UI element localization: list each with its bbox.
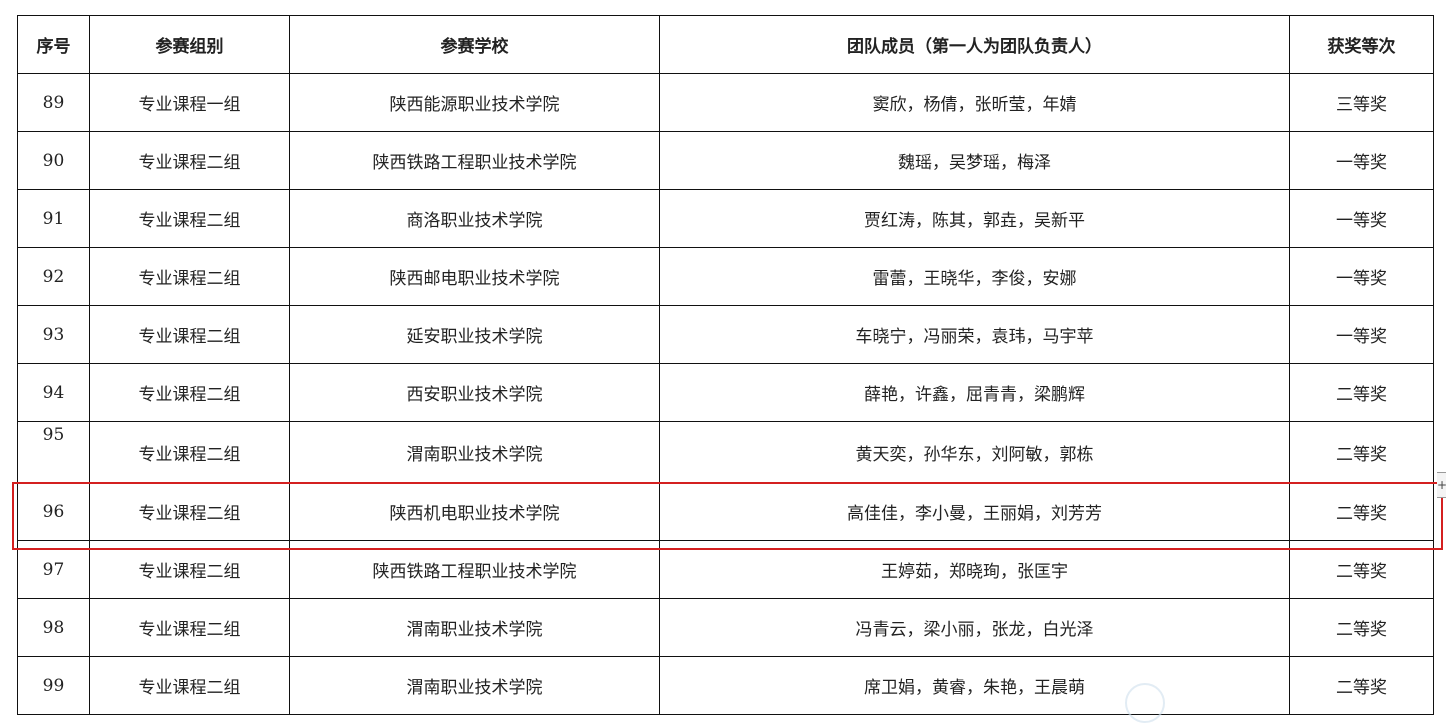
cell-group: 专业课程二组	[89, 598, 290, 657]
cell-number: 91	[17, 189, 90, 248]
cell-number: 89	[17, 73, 90, 132]
cell-award: 二等奖	[1289, 421, 1434, 483]
table-row: 99 专业课程二组 渭南职业技术学院 席卫娟，黄睿，朱艳，王晨萌 二等奖	[17, 656, 1434, 715]
header-group: 参赛组别	[89, 15, 290, 74]
cell-group: 专业课程二组	[89, 247, 290, 306]
cell-award: 一等奖	[1289, 131, 1434, 190]
header-school: 参赛学校	[289, 15, 660, 74]
table-row: 89 专业课程一组 陕西能源职业技术学院 窦欣，杨倩，张昕莹，年婧 三等奖	[17, 73, 1434, 132]
cell-members: 贾红涛，陈其，郭垚，吴新平	[659, 189, 1290, 248]
watermark-logo	[1125, 683, 1165, 723]
cell-number: 97	[17, 540, 90, 599]
cell-group: 专业课程二组	[89, 421, 290, 483]
cell-members: 王婷茹，郑晓珣，张匡宇	[659, 540, 1290, 599]
cell-school: 商洛职业技术学院	[289, 189, 660, 248]
cell-number: 98	[17, 598, 90, 657]
plus-icon[interactable]: +	[1437, 472, 1446, 498]
cell-school: 西安职业技术学院	[289, 363, 660, 422]
cell-school: 陕西铁路工程职业技术学院	[289, 540, 660, 599]
cell-number: 90	[17, 131, 90, 190]
cell-members: 冯青云，梁小丽，张龙，白光泽	[659, 598, 1290, 657]
cell-members: 窦欣，杨倩，张昕莹，年婧	[659, 73, 1290, 132]
cell-number: 95	[17, 421, 90, 483]
cell-school: 渭南职业技术学院	[289, 656, 660, 715]
cell-group: 专业课程二组	[89, 189, 290, 248]
cell-group: 专业课程二组	[89, 363, 290, 422]
table-row: 95 专业课程二组 渭南职业技术学院 黄天奕，孙华东，刘阿敏，郭栋 二等奖	[17, 421, 1434, 483]
cell-award: 二等奖	[1289, 656, 1434, 715]
cell-school: 延安职业技术学院	[289, 305, 660, 364]
cell-group: 专业课程二组	[89, 656, 290, 715]
cell-group: 专业课程二组	[89, 131, 290, 190]
cell-group: 专业课程二组	[89, 305, 290, 364]
cell-members: 雷蕾，王晓华，李俊，安娜	[659, 247, 1290, 306]
cell-group: 专业课程二组	[89, 482, 290, 541]
header-number: 序号	[17, 15, 90, 74]
cell-members: 薛艳，许鑫，屈青青，梁鹏辉	[659, 363, 1290, 422]
cell-award: 二等奖	[1289, 540, 1434, 599]
header-members: 团队成员（第一人为团队负责人）	[659, 15, 1290, 74]
cell-school: 陕西能源职业技术学院	[289, 73, 660, 132]
cell-award: 三等奖	[1289, 73, 1434, 132]
cell-members: 黄天奕，孙华东，刘阿敏，郭栋	[659, 421, 1290, 483]
cell-award: 一等奖	[1289, 305, 1434, 364]
table-row: 91 专业课程二组 商洛职业技术学院 贾红涛，陈其，郭垚，吴新平 一等奖	[17, 189, 1434, 248]
cell-number: 99	[17, 656, 90, 715]
cell-award: 一等奖	[1289, 189, 1434, 248]
cell-school: 渭南职业技术学院	[289, 421, 660, 483]
table-header-row: 序号 参赛组别 参赛学校 团队成员（第一人为团队负责人） 获奖等次	[17, 15, 1434, 74]
table-row: 94 专业课程二组 西安职业技术学院 薛艳，许鑫，屈青青，梁鹏辉 二等奖	[17, 363, 1434, 422]
cell-number: 96	[17, 482, 90, 541]
table-row: 96 专业课程二组 陕西机电职业技术学院 高佳佳，李小曼，王丽娟，刘芳芳 二等奖	[17, 482, 1434, 541]
table-row: 92 专业课程二组 陕西邮电职业技术学院 雷蕾，王晓华，李俊，安娜 一等奖	[17, 247, 1434, 306]
cell-group: 专业课程二组	[89, 540, 290, 599]
cell-school: 陕西邮电职业技术学院	[289, 247, 660, 306]
cell-members: 车晓宁，冯丽荣，袁玮，马宇苹	[659, 305, 1290, 364]
cell-award: 二等奖	[1289, 482, 1434, 541]
award-table: 序号 参赛组别 参赛学校 团队成员（第一人为团队负责人） 获奖等次 89 专业课程…	[17, 15, 1434, 715]
cell-group: 专业课程一组	[89, 73, 290, 132]
cell-school: 渭南职业技术学院	[289, 598, 660, 657]
cell-award: 一等奖	[1289, 247, 1434, 306]
cell-members: 魏瑶，吴梦瑶，梅泽	[659, 131, 1290, 190]
cell-number: 94	[17, 363, 90, 422]
cell-members: 席卫娟，黄睿，朱艳，王晨萌	[659, 656, 1290, 715]
table-row: 90 专业课程二组 陕西铁路工程职业技术学院 魏瑶，吴梦瑶，梅泽 一等奖	[17, 131, 1434, 190]
cell-school: 陕西铁路工程职业技术学院	[289, 131, 660, 190]
cell-award: 二等奖	[1289, 598, 1434, 657]
header-award: 获奖等次	[1289, 15, 1434, 74]
cell-award: 二等奖	[1289, 363, 1434, 422]
cell-members: 高佳佳，李小曼，王丽娟，刘芳芳	[659, 482, 1290, 541]
table-row: 97 专业课程二组 陕西铁路工程职业技术学院 王婷茹，郑晓珣，张匡宇 二等奖	[17, 540, 1434, 599]
table-row: 93 专业课程二组 延安职业技术学院 车晓宁，冯丽荣，袁玮，马宇苹 一等奖	[17, 305, 1434, 364]
cell-number: 93	[17, 305, 90, 364]
table-row: 98 专业课程二组 渭南职业技术学院 冯青云，梁小丽，张龙，白光泽 二等奖	[17, 598, 1434, 657]
cell-school: 陕西机电职业技术学院	[289, 482, 660, 541]
cell-number: 92	[17, 247, 90, 306]
